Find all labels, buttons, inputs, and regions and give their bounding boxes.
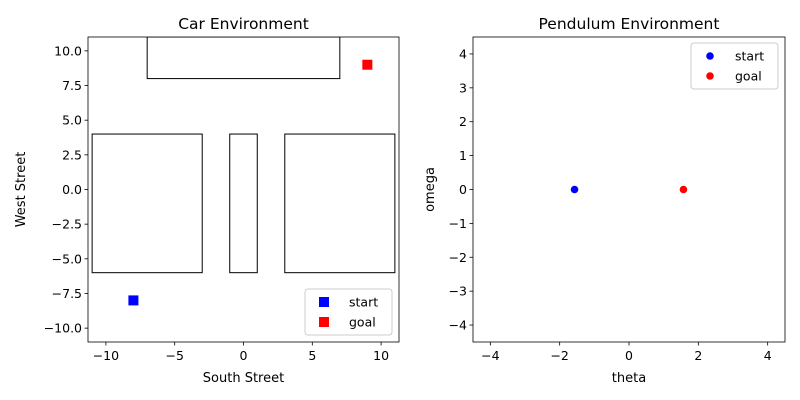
chart-panel-1: −10 −5 0 5 10 −10.0 −7.5 −5.0 −2.5 0.0 2.5 5.0 7.5 10… — [14, 15, 400, 386]
y-tick-label: −7.5 — [52, 286, 82, 301]
y-tick-label: 0 — [459, 182, 467, 197]
x-axis-label: South Street — [203, 371, 284, 386]
legend-marker-start — [706, 52, 714, 60]
y-tick-label: 1 — [459, 148, 467, 163]
obstacle-1 — [146, 37, 341, 80]
x-tick-label: −2 — [550, 348, 568, 363]
y-tick-label: −3 — [449, 284, 467, 299]
x-tick-label: 10 — [373, 348, 389, 363]
obstacles — [91, 37, 396, 274]
legend-marker-goal — [319, 317, 329, 327]
x-tick-label: −4 — [481, 348, 499, 363]
y-tick-label: −1 — [449, 216, 467, 231]
legend: start goal — [690, 42, 779, 90]
chart-title: Pendulum Environment — [539, 15, 720, 33]
y-tick-label: 3 — [459, 80, 467, 95]
x-tick-label: 0 — [625, 348, 633, 363]
y-tick-label: 7.5 — [62, 78, 82, 93]
start-point — [128, 295, 139, 306]
x-tick-label: 4 — [764, 348, 772, 363]
x-tick-label: 0 — [240, 348, 248, 363]
legend-label-goal: goal — [735, 69, 762, 84]
y-axis-label: omega — [423, 167, 438, 212]
x-tick-label: 2 — [694, 348, 702, 363]
y-tick-label: 0.0 — [62, 182, 82, 197]
y-tick-label: −2.5 — [52, 217, 82, 232]
y-tick-label: −10.0 — [44, 321, 82, 336]
chart-panel-2: −4 −2 0 2 4 −4 −3 −2 −1 0 1 2 3 4 Pendulum Environment… — [423, 15, 786, 386]
y-tick-label: 10.0 — [54, 43, 82, 58]
goal-point — [362, 59, 373, 70]
legend-label-start: start — [349, 295, 378, 310]
y-tick-label: −4 — [449, 318, 467, 333]
x-axis-label: theta — [612, 371, 646, 386]
legend-marker-goal — [706, 72, 714, 80]
x-tick-label: −10 — [93, 348, 119, 363]
legend-label-goal: goal — [349, 315, 376, 330]
obstacle-2 — [91, 133, 203, 274]
y-tick-label: −2 — [449, 250, 467, 265]
legend: start goal — [304, 288, 393, 336]
legend-marker-start — [319, 297, 329, 307]
legend-label-start: start — [735, 49, 764, 64]
x-tick-label: 5 — [308, 348, 316, 363]
y-tick-label: −5.0 — [52, 251, 82, 266]
y-tick-label: 2.5 — [62, 147, 82, 162]
chart-title: Car Environment — [178, 15, 309, 33]
y-tick-label: 4 — [459, 46, 467, 61]
goal-point — [679, 185, 688, 194]
obstacle-3 — [229, 133, 258, 274]
obstacle-4 — [284, 133, 396, 274]
y-tick-label: 2 — [459, 114, 467, 129]
x-tick-label: −5 — [165, 348, 183, 363]
y-axis-label: West Street — [14, 152, 29, 228]
start-point — [570, 185, 579, 194]
y-tick-label: 5.0 — [62, 113, 82, 128]
